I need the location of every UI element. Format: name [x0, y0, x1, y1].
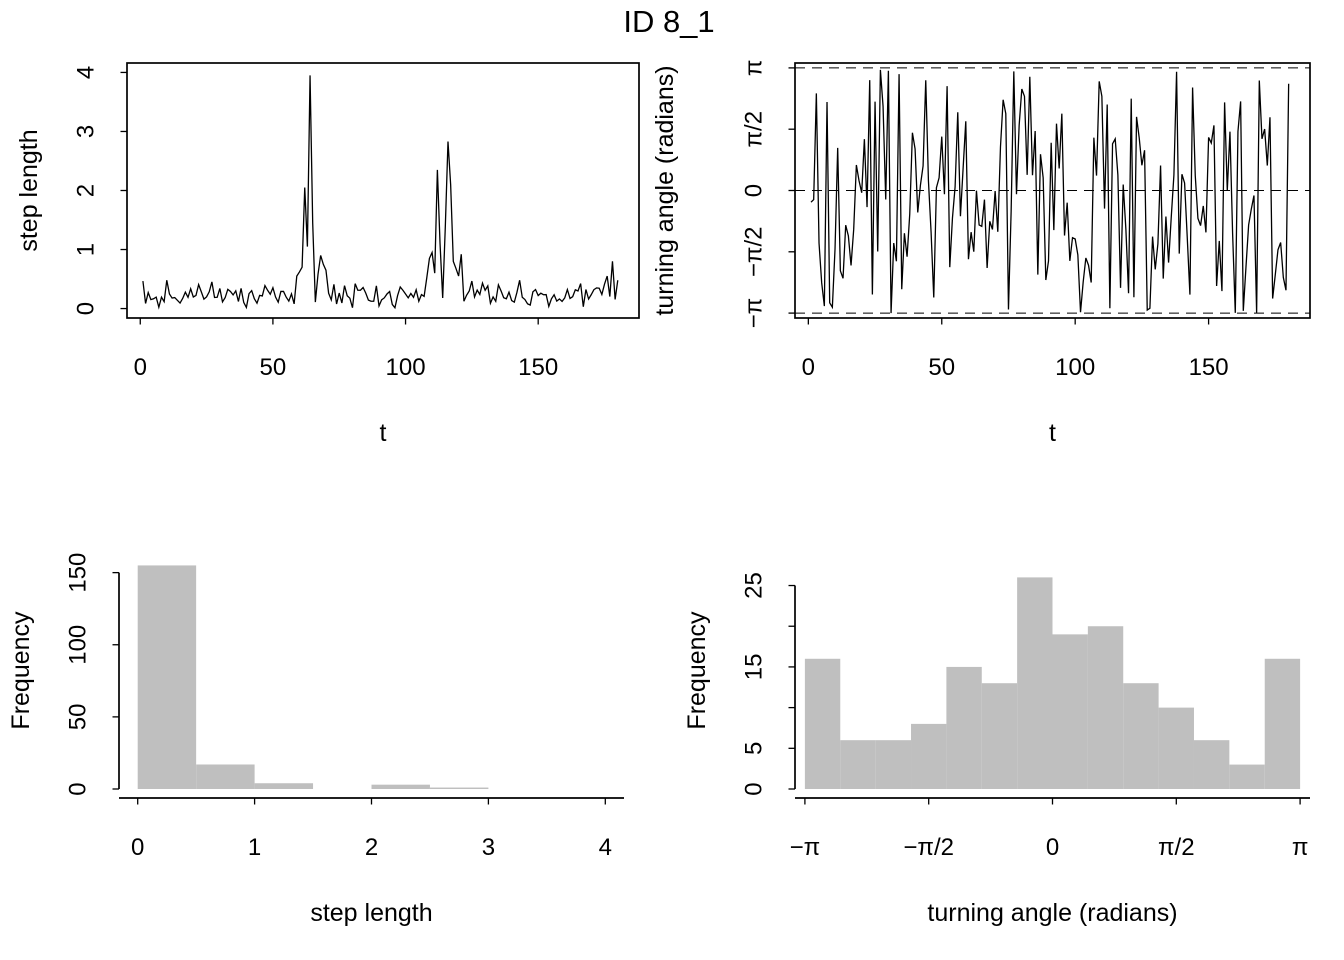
svg-text:50: 50 — [64, 704, 91, 731]
svg-text:4: 4 — [599, 834, 612, 861]
svg-text:t: t — [380, 419, 387, 447]
svg-text:100: 100 — [1055, 354, 1095, 381]
svg-text:0: 0 — [72, 302, 99, 315]
svg-text:t: t — [1049, 419, 1056, 447]
svg-text:−π/2: −π/2 — [903, 834, 954, 861]
svg-text:turning angle (radians): turning angle (radians) — [927, 899, 1177, 927]
svg-text:2: 2 — [72, 184, 99, 197]
svg-text:50: 50 — [260, 354, 287, 381]
svg-text:0: 0 — [131, 834, 144, 861]
svg-text:step length: step length — [15, 129, 43, 251]
svg-text:150: 150 — [1189, 354, 1229, 381]
svg-text:−π/2: −π/2 — [740, 227, 767, 278]
svg-text:0: 0 — [64, 782, 91, 795]
svg-text:π/2: π/2 — [1158, 834, 1195, 861]
svg-text:50: 50 — [928, 354, 955, 381]
svg-text:15: 15 — [740, 654, 767, 681]
svg-text:150: 150 — [518, 354, 558, 381]
svg-text:2: 2 — [365, 834, 378, 861]
svg-text:0: 0 — [1046, 834, 1059, 861]
svg-text:π: π — [740, 60, 767, 77]
svg-text:π: π — [1292, 834, 1309, 861]
svg-text:ID 8_1: ID 8_1 — [623, 4, 714, 39]
svg-text:Frequency: Frequency — [7, 611, 35, 730]
svg-text:3: 3 — [482, 834, 495, 861]
svg-text:1: 1 — [248, 834, 261, 861]
svg-text:0: 0 — [740, 184, 767, 197]
svg-text:π/2: π/2 — [740, 111, 767, 148]
svg-text:Frequency: Frequency — [683, 611, 711, 730]
svg-text:5: 5 — [740, 742, 767, 755]
svg-text:0: 0 — [802, 354, 815, 381]
svg-text:turning angle (radians): turning angle (radians) — [651, 65, 679, 315]
svg-text:step length: step length — [310, 899, 432, 927]
svg-text:0: 0 — [134, 354, 147, 381]
svg-text:150: 150 — [64, 553, 91, 593]
svg-text:100: 100 — [386, 354, 426, 381]
svg-text:25: 25 — [740, 572, 767, 599]
svg-text:4: 4 — [72, 66, 99, 79]
svg-text:100: 100 — [64, 625, 91, 665]
svg-text:−π: −π — [790, 834, 821, 861]
svg-text:0: 0 — [740, 782, 767, 795]
svg-text:3: 3 — [72, 125, 99, 138]
svg-text:−π: −π — [740, 298, 767, 329]
svg-text:1: 1 — [72, 243, 99, 256]
